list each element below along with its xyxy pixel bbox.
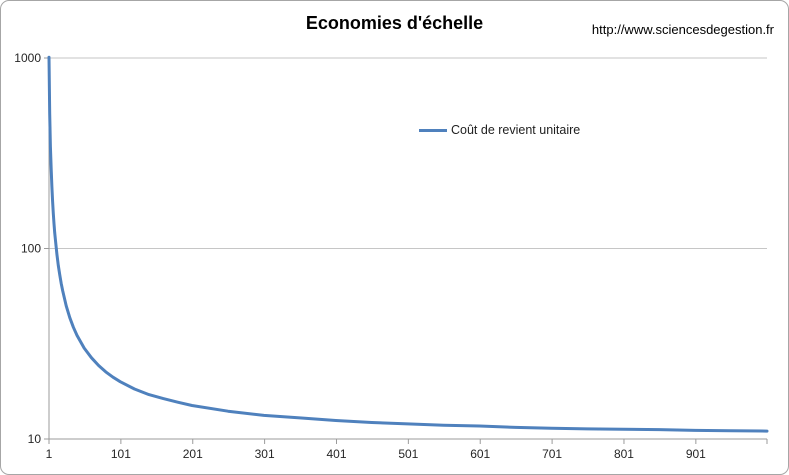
chart-title: Economies d'échelle (305, 13, 484, 33)
x-tick-label: 501 (398, 447, 418, 461)
x-tick-label: 801 (614, 447, 634, 461)
series-line (47, 55, 769, 433)
x-tick-label: 401 (326, 447, 346, 461)
legend-label: Coût de revient unitaire (451, 123, 581, 137)
x-tick-label: 701 (542, 447, 562, 461)
x-tick-label: 201 (183, 447, 203, 461)
y-tick-label: 100 (21, 242, 41, 256)
source-url: http://www.sciencesdegestion.fr (591, 22, 774, 37)
x-tick-label: 101 (111, 447, 131, 461)
x-tick-label: 601 (470, 447, 490, 461)
legend-line-swatch (419, 128, 447, 132)
y-tick-label: 1000 (14, 51, 41, 65)
y-tick-label: 10 (28, 432, 42, 446)
legend: Coût de revient unitaire (419, 123, 580, 137)
x-tick-label: 1 (46, 447, 53, 461)
x-tick-label: 901 (686, 447, 706, 461)
x-tick-label: 301 (255, 447, 275, 461)
